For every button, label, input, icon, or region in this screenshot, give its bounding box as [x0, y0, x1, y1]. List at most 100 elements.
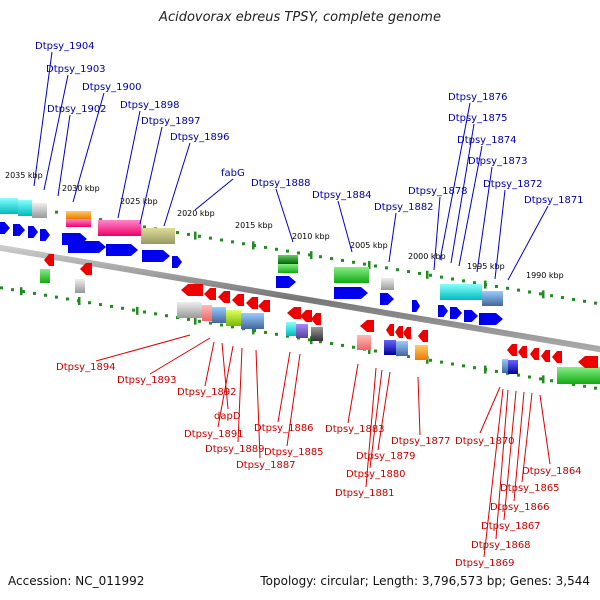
scale-label: 2000 kbp: [408, 252, 446, 261]
track-dot: [286, 249, 289, 253]
gene-label: Dtpsy_1865: [500, 483, 560, 494]
reverse-gene-arrow: [44, 254, 54, 266]
track-dot: [308, 253, 311, 257]
gene-label: fabG: [221, 168, 245, 179]
gene-block: [415, 345, 428, 360]
track-dot: [220, 238, 223, 242]
gene-label: Dtpsy_1875: [448, 113, 508, 124]
track-dot: [572, 297, 575, 301]
scale-label: 1990 kbp: [526, 271, 564, 280]
track-dot: [341, 258, 344, 262]
gene-label: Dtpsy_1870: [455, 436, 515, 447]
gene-label: Dtpsy_1891: [184, 429, 244, 440]
track-dot: [55, 295, 58, 299]
gene-block: [384, 340, 396, 355]
track-dot: [451, 362, 454, 366]
leader-line: [433, 196, 441, 271]
track-dot: [319, 340, 322, 344]
gene-block: [296, 324, 308, 338]
leader-line: [495, 389, 509, 540]
forward-gene-arrows: [0, 222, 503, 325]
track-dot: [99, 218, 102, 222]
track-major-tick: [484, 365, 487, 374]
track-dot: [209, 321, 212, 325]
track-dot: [132, 308, 135, 312]
track-dot: [330, 342, 333, 346]
track-dot: [407, 270, 410, 274]
gene-label: Dtpsy_1879: [356, 451, 416, 462]
track-dot: [99, 303, 102, 307]
track-dot: [275, 332, 278, 336]
forward-gene-arrow: [380, 293, 394, 305]
gene-block: [482, 291, 503, 306]
leader-line: [507, 205, 549, 281]
track-dot: [220, 323, 223, 327]
gene-block: [32, 203, 47, 218]
track-dot: [517, 373, 520, 377]
gene-block: [508, 360, 518, 374]
track-dot: [154, 312, 157, 316]
forward-gene-arrow: [172, 256, 182, 268]
track-dot: [286, 334, 289, 338]
leader-line: [255, 349, 261, 459]
track-dot: [198, 234, 201, 238]
track-dot: [451, 277, 454, 281]
leader-line: [479, 386, 501, 434]
reverse-gene-arrow: [181, 284, 203, 296]
track-dot: [594, 301, 597, 305]
track-major-tick: [78, 297, 81, 306]
gene-block: [66, 219, 91, 227]
reverse-gene-arrow: [300, 310, 312, 322]
reverse-gene-arrow: [218, 291, 230, 303]
track-dot: [539, 377, 542, 381]
gene-label: Dtpsy_1873: [468, 156, 528, 167]
gene-block: [75, 279, 85, 293]
track-dot: [264, 330, 267, 334]
gene-label: Dtpsy_1894: [56, 362, 116, 373]
track-dot: [11, 288, 14, 292]
leader-line: [483, 388, 504, 558]
gene-label: Dtpsy_1877: [391, 436, 451, 447]
leader-line: [476, 166, 493, 273]
gene-label: Dtpsy_1878: [408, 186, 468, 197]
track-dot: [242, 242, 245, 246]
gene-label: Dtpsy_1868: [471, 540, 531, 551]
leader-line: [43, 74, 69, 191]
gene-block: [66, 211, 91, 219]
leader-line: [369, 369, 383, 469]
track-major-tick: [194, 316, 197, 325]
leader-line: [347, 363, 359, 424]
gene-label: Dtpsy_1885: [264, 447, 324, 458]
track-dot: [429, 273, 432, 277]
scale-label: 1995 kbp: [467, 262, 505, 271]
forward-gene-arrow: [13, 224, 25, 236]
leader-line: [117, 110, 141, 219]
gene-label: Dtpsy_1892: [177, 387, 237, 398]
gene-block: [177, 302, 202, 318]
scale-label: 2010 kbp: [292, 232, 330, 241]
gene-label: Dtpsy_1889: [205, 444, 265, 455]
reverse-gene-arrow: [258, 300, 270, 312]
gene-block: [396, 341, 408, 356]
track-dot: [418, 271, 421, 275]
track-dot: [473, 281, 476, 285]
track-dot: [121, 306, 124, 310]
track-dot: [341, 343, 344, 347]
scale-label: 2015 kbp: [235, 221, 273, 230]
scale-label: 2035 kbp: [5, 171, 43, 180]
leader-line: [149, 337, 211, 375]
leader-line: [221, 342, 229, 410]
gene-block: [98, 220, 141, 236]
gene-block: [357, 335, 371, 350]
track-dot: [231, 240, 234, 244]
gene-block: [241, 313, 264, 329]
reverse-gene-arrow: [246, 297, 258, 309]
reverse-gene-arrow: [360, 320, 374, 332]
scale-labels: 2035 kbp 2030 kbp 2025 kbp 2020 kbp 2015…: [5, 171, 564, 280]
leader-line: [194, 178, 234, 211]
top-leader-lines: [33, 51, 549, 281]
gene-block: [226, 310, 241, 326]
leader-line: [337, 200, 353, 253]
forward-gene-arrow: [68, 241, 106, 253]
